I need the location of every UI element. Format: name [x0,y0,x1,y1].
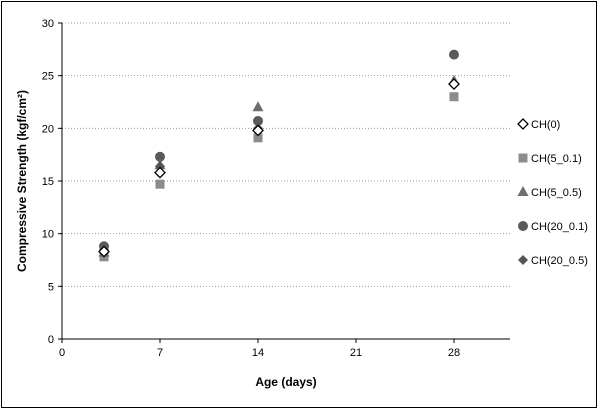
y-tick-label-20: 20 [42,123,54,135]
point-CH(5_0.1)-28 [449,92,459,102]
point-CH(0)-3 [98,245,110,258]
legend-label-CH(20_0.1): CH(20_0.1) [531,221,588,233]
x-tick-label-14: 14 [252,347,264,359]
legend-label-CH(5_0.5): CH(5_0.5) [531,187,582,199]
point-CH(0)-14 [252,124,264,137]
point-CH(20_0.1)-28 [449,49,459,60]
y-tick-label-0: 0 [48,334,54,346]
point-CH(20_0.5)-7 [155,161,165,172]
point-CH(5_0.5)-14 [252,101,264,112]
legend-label-CH(20_0.5): CH(20_0.5) [531,255,588,267]
y-tick-label-15: 15 [42,176,54,188]
axes [58,22,510,343]
data-points [98,49,460,262]
x-tick-label-21: 21 [350,347,362,359]
y-tick-label-10: 10 [42,229,54,241]
tick-labels: 0 5 10 15 20 25 30 0 7 14 21 28 [42,18,460,359]
point-CH(5_0.1)-14 [253,133,263,143]
y-tick-label-5: 5 [48,281,54,293]
legend-marker-CH(20_0.5) [518,255,528,265]
point-CH(20_0.1)-14 [253,115,263,126]
point-CH(0)-28 [448,78,460,91]
y-tick-label-25: 25 [42,71,54,83]
legend-marker-CH(20_0.1) [518,221,528,231]
x-axis-title: Age (days) [255,375,316,389]
point-CH(0)-7 [154,166,166,179]
x-tick-label-7: 7 [157,347,163,359]
legend-marker-CH(5_0.1) [518,153,528,163]
legend-marker-CH(5_0.5) [517,186,529,196]
x-tick-label-28: 28 [448,347,460,359]
legend-label-CH(5_0.1): CH(5_0.1) [531,153,582,165]
legend: CH(0) CH(5_0.1) CH(5_0.5) CH(20_0.1) CH(20_0… [517,118,588,267]
y-axis-title: Compressive Strength (kgf/cm²) [15,90,29,272]
x-tick-label-0: 0 [59,347,65,359]
point-CH(20_0.1)-7 [155,151,165,162]
point-CH(5_0.1)-7 [155,179,165,189]
legend-marker-CH(0) [517,118,529,130]
y-tick-label-30: 30 [42,18,54,30]
legend-label-CH(0): CH(0) [531,119,560,131]
grid-lines [62,22,510,287]
